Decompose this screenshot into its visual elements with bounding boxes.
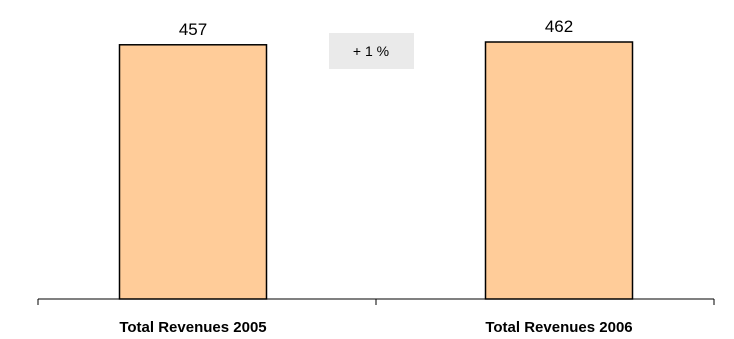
- axis-layer: [37, 298, 715, 305]
- bar-2: [484, 41, 634, 300]
- bar-1: [118, 44, 268, 300]
- growth-annotation: + 1 %: [329, 33, 414, 69]
- bars-layer: [118, 41, 634, 300]
- labels-layer: 457 Total Revenues 2005 462 Total Revenues …: [119, 17, 632, 336]
- bar-value-label-2: 462: [545, 17, 573, 36]
- category-label-1: Total Revenues 2005: [119, 319, 266, 336]
- category-label-2: Total Revenues 2006: [485, 319, 632, 336]
- bar-value-label-1: 457: [179, 20, 207, 39]
- growth-annotation-text: + 1 %: [353, 43, 389, 59]
- growth-annotation-box: [329, 33, 414, 69]
